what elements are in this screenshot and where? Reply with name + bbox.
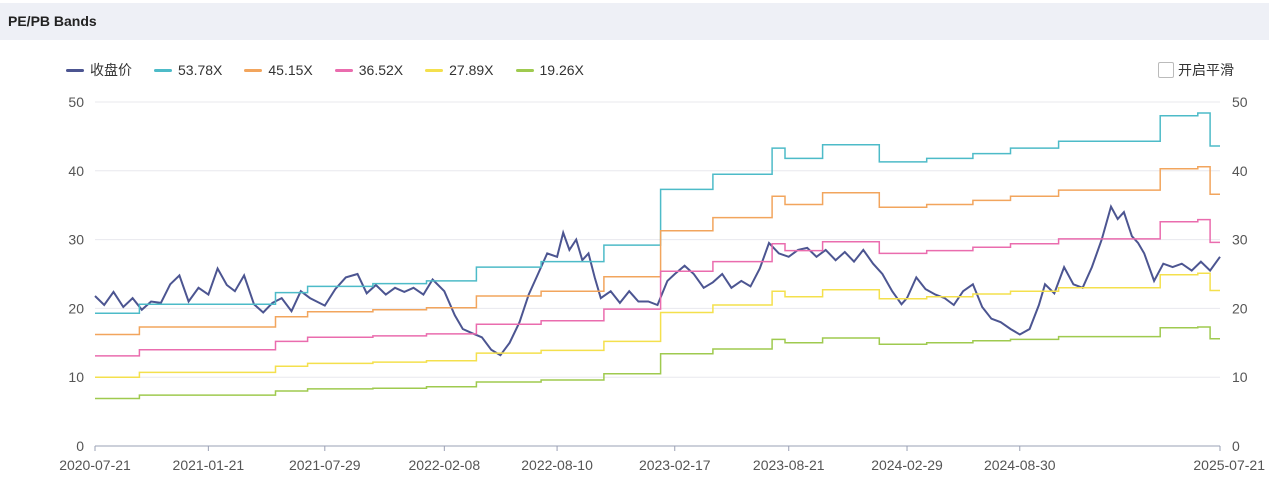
legend-swatch (66, 68, 84, 72)
x-tick-label: 2024-02-29 (871, 457, 943, 473)
y-tick-label-right: 10 (1232, 369, 1248, 385)
y-tick-label-left: 40 (68, 163, 84, 179)
x-tick-label: 2023-08-21 (753, 457, 825, 473)
legend-swatch (334, 68, 353, 72)
legend-item[interactable]: 19.26X (515, 62, 584, 78)
y-tick-label-left: 0 (76, 438, 84, 454)
chart-legend: 收盘价 53.78X 45.15X 36.52X 27.89X 19.26X (66, 60, 606, 80)
band-line-53.78X (95, 112, 1220, 314)
y-tick-label-right: 30 (1232, 232, 1248, 248)
band-line-27.89X (95, 272, 1220, 378)
legend-swatch (515, 68, 534, 72)
y-tick-label-right: 50 (1232, 94, 1248, 110)
legend-label: 19.26X (539, 62, 584, 78)
x-tick-label: 2021-01-21 (173, 457, 245, 473)
y-tick-label-left: 10 (68, 369, 84, 385)
x-tick-label: 2024-08-30 (984, 457, 1056, 473)
legend-label: 收盘价 (90, 62, 132, 78)
legend-label: 36.52X (358, 62, 404, 78)
y-tick-label-left: 30 (68, 232, 84, 248)
band-line-36.52X (95, 218, 1220, 357)
x-tick-label: 2025-07-21 (1193, 457, 1265, 473)
band-line-45.15X (95, 165, 1220, 336)
legend-label: 45.15X (268, 62, 313, 78)
legend-item[interactable]: 收盘价 (66, 60, 132, 80)
y-tick-label-right: 40 (1232, 163, 1248, 179)
y-tick-label-left: 20 (68, 300, 84, 316)
panel-title: PE/PB Bands (8, 13, 97, 29)
x-tick-label: 2021-07-29 (289, 457, 361, 473)
y-tick-label-right: 20 (1232, 300, 1248, 316)
legend-label: 27.89X (449, 62, 494, 78)
y-tick-label-right: 0 (1232, 438, 1240, 454)
x-tick-label: 2022-08-10 (521, 457, 593, 473)
x-tick-label: 2020-07-21 (59, 457, 131, 473)
legend-item[interactable]: 53.78X (154, 62, 222, 78)
smooth-toggle[interactable]: 开启平滑 (1158, 60, 1234, 80)
x-tick-label: 2022-02-08 (409, 457, 481, 473)
band-line-19.26X (95, 326, 1220, 400)
legend-swatch (425, 68, 444, 72)
legend-item[interactable]: 36.52X (334, 62, 404, 78)
legend-item[interactable]: 27.89X (425, 62, 494, 78)
legend-item[interactable]: 45.15X (244, 62, 313, 78)
smooth-checkbox[interactable] (1158, 62, 1174, 78)
legend-swatch (154, 68, 172, 72)
x-tick-label: 2023-02-17 (639, 457, 711, 473)
legend-label: 53.78X (178, 62, 223, 78)
panel-header: PE/PB Bands (0, 3, 1269, 40)
legend-swatch (244, 68, 263, 72)
y-tick-label-left: 50 (68, 94, 84, 110)
smooth-label: 开启平滑 (1178, 62, 1234, 78)
close-price-line (94, 203, 1221, 357)
